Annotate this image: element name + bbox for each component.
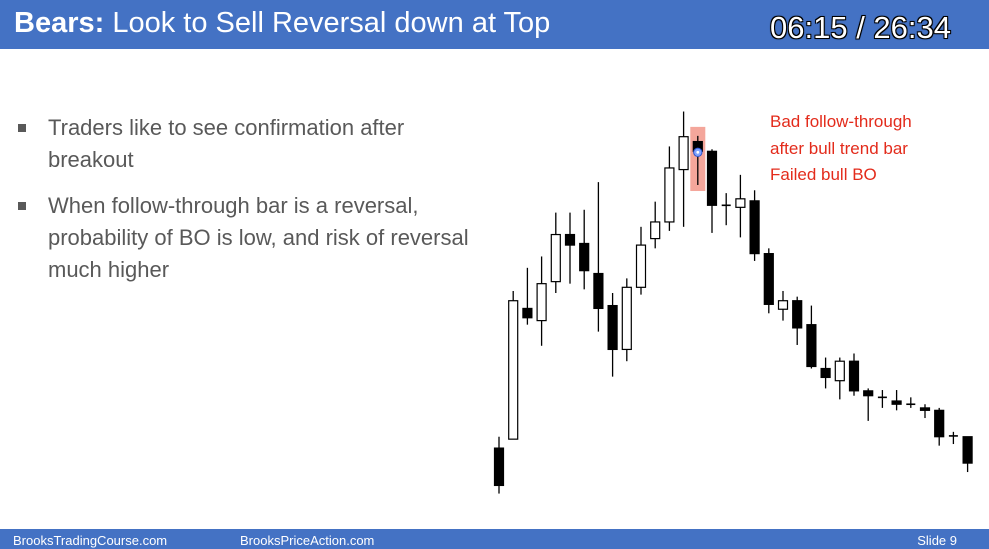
candle-bear <box>863 390 874 397</box>
candle-bull <box>536 283 547 322</box>
bullet-item: When follow-through bar is a reversal, p… <box>16 190 486 286</box>
footer-site-trading-course: BrooksTradingCourse.com <box>13 533 168 548</box>
candle-bull <box>664 167 675 223</box>
candle-bull <box>621 286 632 351</box>
candle-bull <box>508 300 519 440</box>
candles-group <box>493 111 973 494</box>
candle-bull <box>678 136 689 171</box>
candle-bear <box>706 150 718 206</box>
annotation-line: Bad follow-through <box>770 112 912 131</box>
candle-bear <box>848 360 860 392</box>
video-timer: 06:15 / 26:34 <box>770 10 951 45</box>
bullet-text: Traders like to see confirmation after b… <box>48 115 405 172</box>
footer-site-price-action: BrooksPriceAction.com <box>240 533 375 548</box>
candle-bull <box>650 221 661 240</box>
candle-bear <box>593 272 604 310</box>
slide-title-bold: Bears: <box>14 7 105 39</box>
title-bar: Bears: Look to Sell Reversal down at Top… <box>0 0 989 49</box>
slide-title: Bears: Look to Sell Reversal down at Top <box>14 5 550 41</box>
candle-bull <box>635 244 647 288</box>
candle-bear <box>763 253 774 305</box>
footer-slide-number: Slide 9 <box>917 533 957 548</box>
bullet-item: Traders like to see confirmation after b… <box>16 112 486 176</box>
candle-bear <box>493 447 505 487</box>
bullet-square-icon <box>18 202 26 210</box>
bullet-square-icon <box>18 124 26 132</box>
annotation-text: Bad follow-through after bull trend bar … <box>770 109 912 189</box>
candle-bull <box>834 360 845 382</box>
candle-bear <box>564 233 576 246</box>
candle-bear <box>806 324 817 368</box>
candle-bear <box>579 242 590 272</box>
annotation-line: after bull trend bar <box>770 138 908 158</box>
candle-bear <box>962 436 973 464</box>
bullet-list: Traders like to see confirmation after b… <box>16 112 486 300</box>
candle-bear <box>820 367 831 379</box>
footer-bar: BrooksTradingCourse.com BrooksPriceActio… <box>0 529 989 549</box>
candle-bull <box>550 233 561 283</box>
cursor-dot-center-icon <box>696 150 700 154</box>
candle-bull <box>735 198 746 208</box>
candle-bear <box>749 200 760 255</box>
candle-bull <box>777 300 789 310</box>
candle-bear <box>522 307 533 319</box>
candle-bear <box>792 300 803 329</box>
annotation-line: Failed bull BO <box>770 165 877 184</box>
slide-title-rest: Look to Sell Reversal down at Top <box>112 7 551 39</box>
candle-bear <box>934 409 945 438</box>
candle-bear <box>607 304 618 351</box>
candle-bear <box>919 407 931 411</box>
bullet-text: When follow-through bar is a reversal, p… <box>48 193 469 282</box>
candle-bear <box>891 400 902 405</box>
